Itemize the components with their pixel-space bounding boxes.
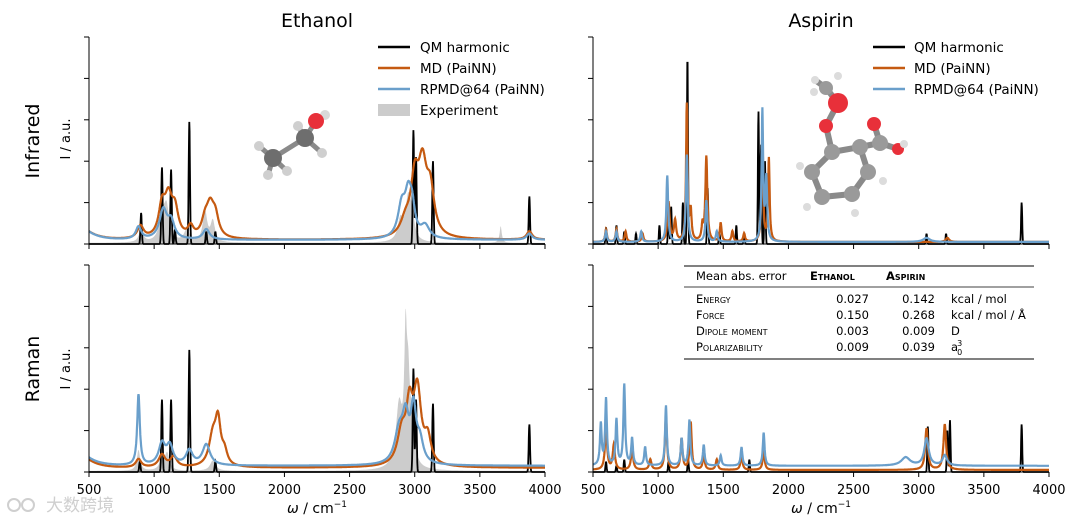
title-ethanol: Ethanol — [281, 10, 353, 32]
x-tick-label: 3000 — [398, 483, 431, 498]
ylabel-raman: I / a.u. — [59, 349, 74, 390]
table-header-aspirin: Aspirin — [886, 269, 925, 283]
x-tick-label: 1000 — [138, 483, 171, 498]
panel-ethanol-infrared — [84, 36, 546, 249]
x-ticklabels-aspirin: 500 1000 1500 2000 2500 3000 3500 4000 — [581, 483, 1066, 498]
table-cell-aspirin: 0.009 — [902, 324, 935, 338]
x-tick-label: 3500 — [463, 483, 496, 498]
error-table: Mean abs. error Ethanol Aspirin Energy 0… — [684, 265, 1034, 360]
x-tick-label: 1500 — [707, 483, 740, 498]
md-painn-line — [592, 415, 1049, 471]
watermark: 大数跨境 — [7, 496, 114, 516]
table-row-label: Energy — [696, 292, 731, 306]
x-tick-label: 500 — [581, 483, 606, 498]
table-row-label: Force — [696, 308, 725, 322]
table-row-label: Dipole moment — [696, 324, 768, 338]
legend-label-md: MD (PaiNN) — [914, 61, 991, 77]
x-tick-label: 1500 — [203, 483, 236, 498]
xlabel-unit: / cm — [803, 501, 838, 517]
table-cell-aspirin: 0.039 — [902, 340, 935, 354]
ethanol-molecule-image — [254, 110, 330, 180]
panel-aspirin-raman — [588, 264, 1050, 477]
table-cell-aspirin: 0.142 — [902, 292, 935, 306]
table-cell-unit: a3 0 — [951, 339, 962, 357]
table-header-ethanol: Ethanol — [810, 269, 855, 283]
legend-label-qm: QM harmonic — [914, 40, 1004, 56]
table-cell-ethanol: 0.150 — [836, 308, 869, 322]
unit-base: a — [951, 340, 958, 354]
x-tick-label: 2500 — [837, 483, 870, 498]
legend-label-md: MD (PaiNN) — [420, 61, 497, 77]
xlabel-unit: / cm — [299, 501, 334, 517]
table-header-label: Mean abs. error — [696, 269, 787, 283]
title-aspirin: Aspirin — [788, 10, 853, 32]
x-tick-label: 2000 — [268, 483, 301, 498]
table-cell-aspirin: 0.268 — [902, 308, 935, 322]
legend-label-experiment: Experiment — [420, 103, 498, 119]
x-tick-label: 1000 — [642, 483, 675, 498]
rpmd-painn-line — [88, 179, 545, 241]
xlabel-symbol: ω — [791, 501, 803, 517]
table-cell-ethanol: 0.003 — [836, 324, 869, 338]
x-tick-label: 4000 — [528, 483, 561, 498]
experiment-spectrum — [89, 308, 545, 472]
rpmd-painn-line — [88, 394, 545, 467]
watermark-text: 大数跨境 — [46, 496, 114, 516]
unit-subscript: 0 — [957, 348, 962, 357]
legend-aspirin: QM harmonic MD (PaiNN) RPMD@64 (PaiNN) — [873, 40, 1039, 98]
x-tick-label: 3500 — [967, 483, 1000, 498]
table-cell-ethanol: 0.027 — [836, 292, 869, 306]
unit-superscript: 3 — [957, 339, 962, 348]
table-cell-unit: D — [951, 324, 960, 338]
row-label-infrared: Infrared — [22, 104, 44, 179]
xlabel-exponent: −1 — [838, 500, 851, 510]
md-painn-line — [88, 377, 545, 469]
table-cell-unit: kcal / mol — [951, 292, 1007, 306]
x-tick-label: 3000 — [902, 483, 935, 498]
panel-aspirin-infrared — [588, 36, 1050, 249]
table-cell-ethanol: 0.009 — [836, 340, 869, 354]
legend-patch-experiment — [378, 104, 410, 116]
xlabel-ethanol: ω / cm−1 — [287, 500, 347, 517]
ylabel-infrared: I / a.u. — [59, 119, 74, 160]
x-tick-label: 4000 — [1032, 483, 1065, 498]
table-row-label: Polarizability — [696, 340, 763, 354]
x-ticklabels-ethanol: 500 1000 1500 2000 2500 3000 3500 4000 — [77, 483, 562, 498]
row-label-raman: Raman — [22, 336, 44, 403]
rpmd-painn-line — [593, 107, 1049, 243]
rpmd-painn-line — [592, 383, 1049, 467]
panel-ethanol-raman — [84, 264, 546, 477]
xlabel-aspirin: ω / cm−1 — [791, 500, 851, 517]
legend-label-rpmd: RPMD@64 (PaiNN) — [914, 82, 1039, 98]
legend-label-rpmd: RPMD@64 (PaiNN) — [420, 82, 545, 98]
aspirin-molecule-image — [796, 72, 908, 217]
x-tick-label: 500 — [77, 483, 102, 498]
legend-ethanol: QM harmonic MD (PaiNN) RPMD@64 (PaiNN) E… — [378, 40, 545, 119]
watermark-logo-icon — [7, 498, 21, 512]
legend-label-qm: QM harmonic — [420, 40, 510, 56]
x-tick-label: 2000 — [772, 483, 805, 498]
xlabel-exponent: −1 — [334, 500, 347, 510]
x-tick-label: 2500 — [333, 483, 366, 498]
table-cell-unit: kcal / mol / Å — [951, 307, 1026, 322]
xlabel-symbol: ω — [287, 501, 299, 517]
